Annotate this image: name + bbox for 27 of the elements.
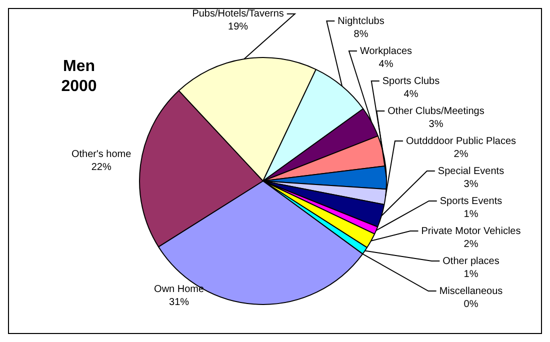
slice-label: Sports Clubs — [382, 76, 440, 87]
data-label: 4% — [378, 58, 394, 70]
data-label: 1% — [464, 208, 478, 220]
data-label: 4% — [404, 88, 418, 100]
data-label: 3% — [428, 118, 444, 130]
data-label: 1% — [464, 268, 478, 280]
text: 0% — [464, 298, 478, 310]
data-label: 3% — [464, 178, 478, 190]
slice-label: Special Events — [438, 166, 504, 177]
data-label: 2% — [464, 238, 478, 250]
data-label: 2% — [454, 148, 468, 160]
slice-label: Other's home — [71, 148, 132, 160]
data-label: 22% — [91, 162, 112, 173]
slice-label: Sports Events — [440, 196, 502, 207]
slice-label: Other places — [442, 256, 500, 267]
slice-label: Private Motor Vehicles — [421, 226, 521, 237]
slice-label: Workplaces — [360, 46, 412, 57]
slice-label: Nightclubs — [338, 16, 384, 27]
data-label: 31% — [169, 296, 190, 308]
category-label: Miscellaneous — [439, 286, 503, 297]
slice-label: Own Home — [154, 284, 204, 295]
slice-label: Outdddoor Public Places — [406, 136, 516, 147]
text: Men 2000 — [60, 57, 98, 97]
slice-label: Other Clubs/Meetings — [388, 106, 484, 117]
slice-label: Pubs/Hotels/Taverns — [192, 8, 284, 20]
data-label: 19% — [228, 22, 248, 33]
data-label: 8% — [354, 28, 368, 40]
